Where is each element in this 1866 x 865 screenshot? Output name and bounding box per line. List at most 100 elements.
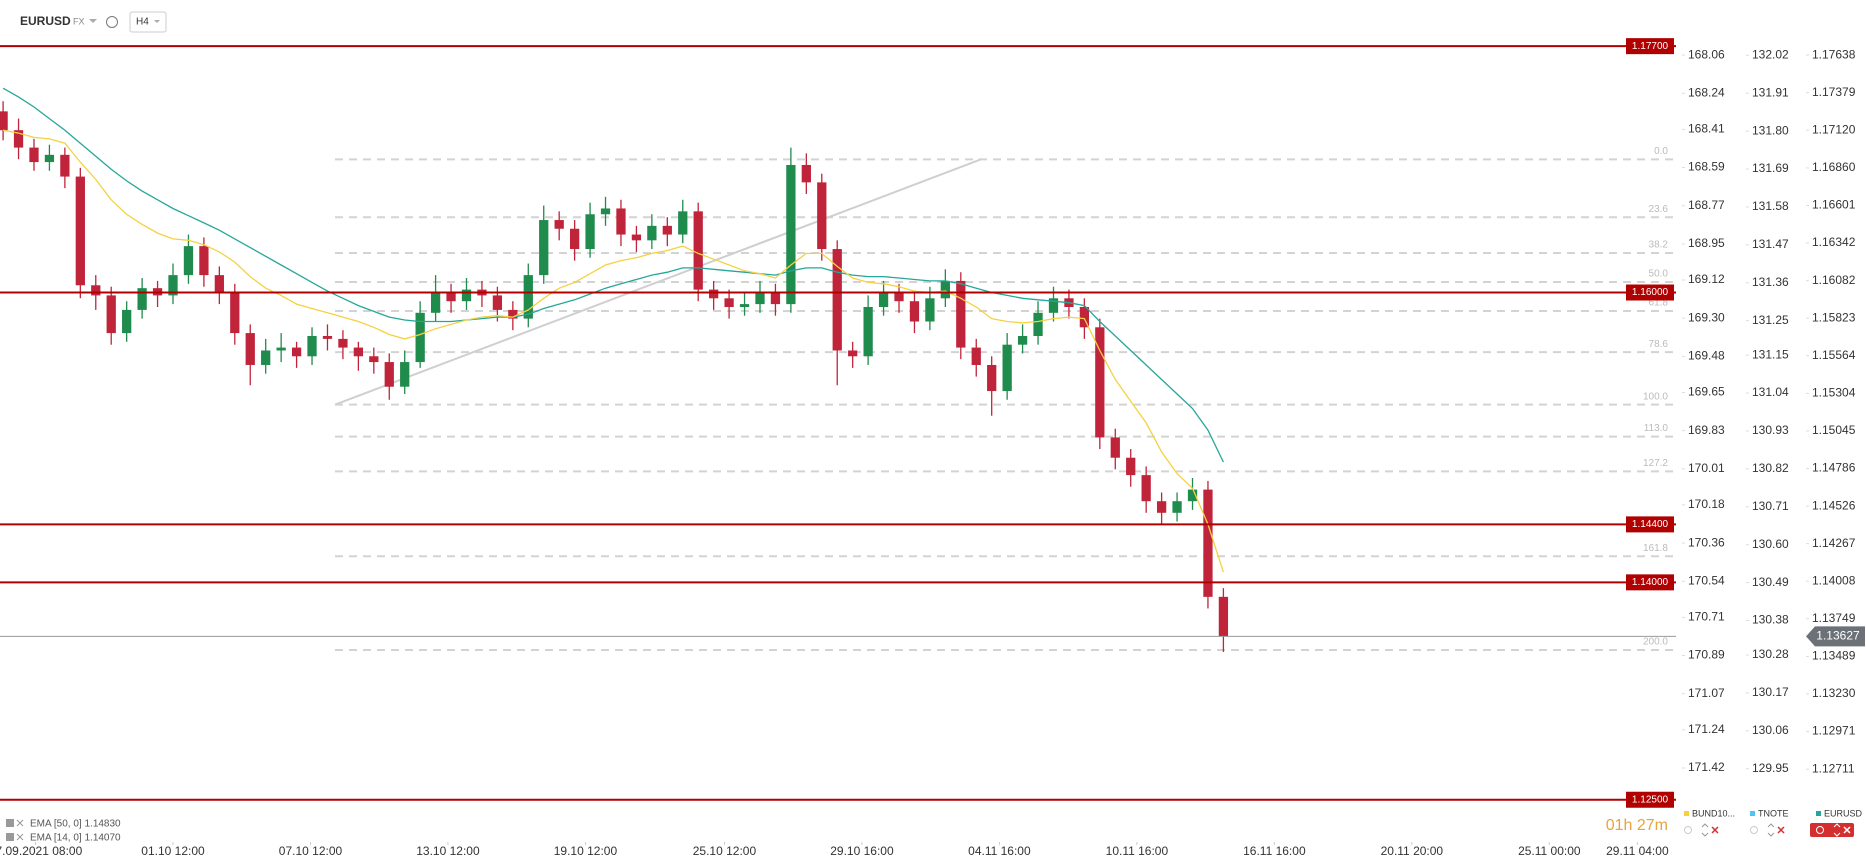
info-icon[interactable]: [106, 16, 118, 28]
y-tick-label: 1.16082: [1812, 273, 1856, 287]
ema-line: [2, 87, 1224, 463]
y-tick-label: 131.25: [1752, 313, 1789, 327]
y-tick-label: 168.24: [1688, 85, 1725, 99]
y-tick-label: 1.15304: [1812, 386, 1856, 400]
y-tick-label: 130.28: [1752, 647, 1789, 661]
y-tick-label: 130.17: [1752, 685, 1789, 699]
market-dropdown[interactable]: [89, 19, 97, 23]
timeframe-arrow: [154, 20, 160, 23]
level-label: 1.14400: [1632, 519, 1669, 530]
legend-close[interactable]: [16, 819, 24, 827]
y-tick-label: 131.47: [1752, 237, 1789, 251]
candle-body: [647, 225, 657, 241]
candle-body: [971, 347, 981, 365]
candle-body: [60, 154, 70, 177]
candle-body: [44, 154, 55, 163]
candle-body: [987, 364, 997, 392]
y-tick-label: 131.69: [1752, 161, 1789, 175]
candle-body: [230, 292, 240, 334]
legend-close[interactable]: [16, 833, 24, 841]
y-tick-label: 1.15045: [1812, 423, 1856, 437]
trend-line: [334, 158, 982, 406]
level-badge: [1626, 574, 1674, 591]
candle-body: [183, 246, 194, 276]
candle-body: [1156, 501, 1167, 513]
candle-body: [693, 211, 703, 290]
candle-body: [832, 249, 842, 351]
candle-body: [353, 347, 364, 357]
candle-body: [523, 275, 533, 319]
y-tick-label: 170.18: [1688, 497, 1725, 511]
candle-body: [13, 130, 24, 148]
candle-body: [322, 335, 333, 339]
x-tick-label: 04.11 16:00: [968, 844, 1031, 858]
ema-line: [2, 129, 1225, 573]
y-tick-label: 1.14786: [1812, 461, 1856, 475]
candle-body: [261, 350, 271, 365]
remove-instrument[interactable]: [1777, 826, 1785, 834]
level-badge: [1626, 516, 1674, 533]
x-tick-label: 16.11 16:00: [1243, 844, 1306, 858]
instrument-swatch: [1816, 811, 1821, 816]
candle-body: [755, 292, 765, 305]
candle-body: [878, 292, 889, 308]
level-label: 1.12500: [1632, 794, 1669, 805]
x-tick-label: 29.11 04:00: [1606, 844, 1669, 858]
y-tick-label: 131.91: [1752, 85, 1789, 99]
level-badge: [1626, 284, 1674, 301]
candle-body: [492, 295, 503, 310]
candle-body: [122, 309, 132, 334]
reorder-toggle[interactable]: [1701, 823, 1709, 837]
candle-body: [461, 289, 472, 302]
fib-label: 113.0: [1644, 423, 1669, 434]
symbol: EURUSD: [20, 14, 71, 28]
candle-body: [1048, 298, 1059, 313]
visibility-toggle[interactable]: [1750, 826, 1758, 834]
candle-body: [848, 350, 858, 357]
candle-body: [369, 356, 379, 363]
level-label: 1.17700: [1632, 41, 1669, 52]
y-tick-label: 171.07: [1688, 686, 1725, 700]
y-tick-label: 1.17638: [1812, 47, 1856, 61]
candle-body: [91, 285, 101, 296]
y-tick-label: 132.02: [1752, 47, 1789, 61]
legend-label: EMA [14, 0] 1.14070: [30, 833, 121, 844]
y-tick-label: 130.93: [1752, 423, 1789, 437]
fib-label: 61.8: [1649, 298, 1669, 309]
candle-body: [1218, 596, 1229, 637]
candle-body: [1033, 312, 1043, 336]
visibility-toggle[interactable]: [1816, 826, 1824, 834]
candle-body: [940, 280, 950, 299]
y-tick-label: 130.06: [1752, 723, 1789, 737]
candle-body: [817, 182, 827, 250]
x-tick-label: 25.11 00:00: [1518, 844, 1581, 858]
candle-body: [539, 220, 549, 276]
visibility-toggle[interactable]: [1684, 826, 1692, 834]
remove-instrument[interactable]: [1711, 826, 1719, 834]
candle-body: [894, 292, 904, 302]
candle-body: [245, 333, 255, 365]
fib-label: 161.8: [1643, 543, 1668, 554]
candle-body: [1126, 457, 1136, 476]
y-tick-label: 129.95: [1752, 761, 1789, 775]
timeframe: H4: [136, 17, 149, 28]
remove-instrument[interactable]: [1843, 826, 1851, 834]
x-tick-label: 20.11 20:00: [1381, 844, 1444, 858]
candle-body: [508, 309, 518, 319]
y-tick-label: 130.60: [1752, 537, 1789, 551]
candle-body: [1095, 327, 1105, 438]
fib-label: 0.0: [1654, 146, 1668, 157]
timeframe-select[interactable]: [129, 11, 167, 33]
y-tick-label: 170.01: [1688, 461, 1725, 475]
level-label: 1.16000: [1632, 287, 1669, 298]
candle-body: [662, 225, 672, 235]
reorder-toggle[interactable]: [1833, 823, 1841, 837]
y-tick-label: 131.36: [1752, 275, 1789, 289]
reorder-toggle[interactable]: [1767, 823, 1775, 837]
candle-body: [430, 292, 441, 313]
y-tick-label: 169.83: [1688, 423, 1725, 437]
last-price-label: 1.13627: [1816, 629, 1860, 643]
y-tick-label: 131.15: [1752, 347, 1789, 361]
y-tick-label: 168.41: [1688, 122, 1725, 136]
